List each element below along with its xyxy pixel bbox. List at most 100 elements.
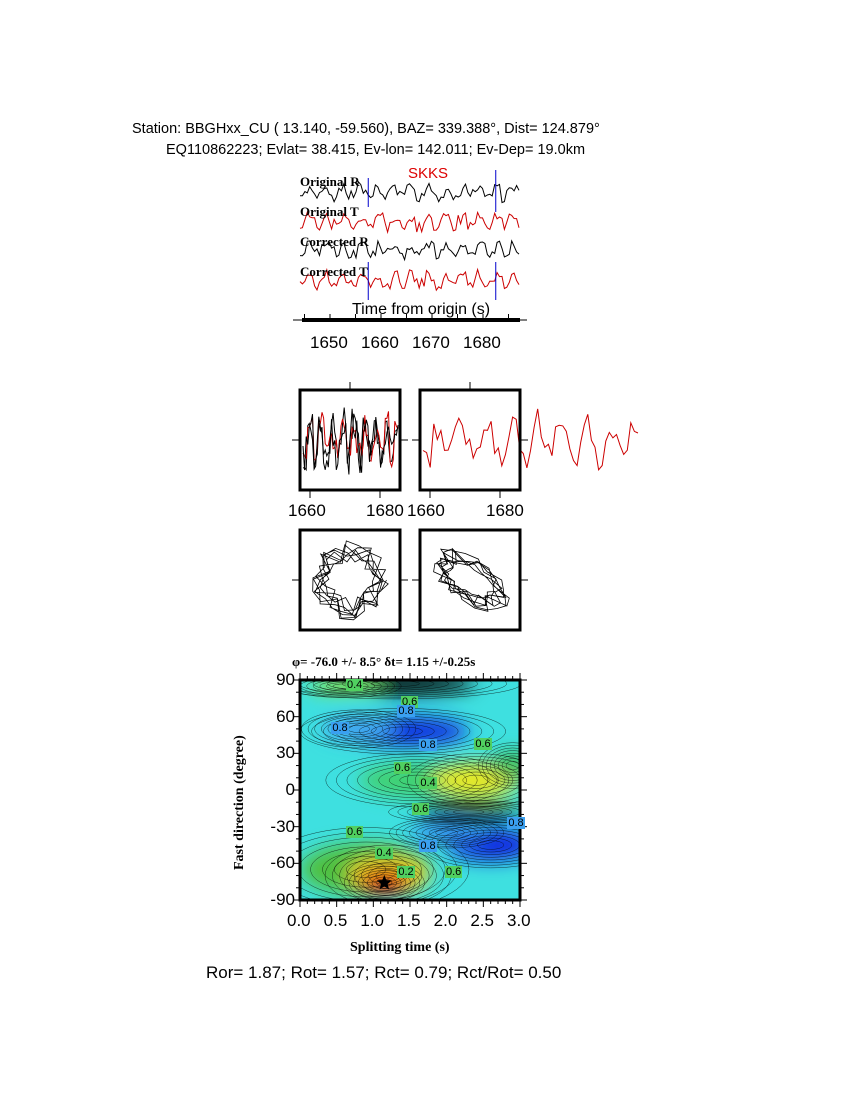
trace-xtick: 1670 <box>412 333 450 352</box>
contour-label: 0.8 <box>397 704 415 717</box>
x-tick-label: 0.5 <box>323 911 348 930</box>
particle-motion-curve <box>312 540 389 621</box>
contour-label: 0.4 <box>346 679 364 692</box>
trace-xtick: 1660 <box>361 333 399 352</box>
contour-label: 0.4 <box>419 776 437 789</box>
y-tick-label: 60 <box>276 706 295 726</box>
contour-line <box>462 774 490 786</box>
contour-line <box>482 745 520 787</box>
contour-label: 0.6 <box>346 825 364 838</box>
seismic-trace <box>299 180 520 204</box>
contour-line <box>300 680 493 696</box>
event-info: EQ110862223; Evlat= 38.415, Ev-lon= 142.… <box>166 142 586 158</box>
contour-line <box>312 680 376 693</box>
contour-line <box>314 713 403 744</box>
contour-line <box>357 762 478 798</box>
contour-line <box>378 768 457 792</box>
particle-motion-panel <box>412 528 528 632</box>
contour-label: 0.6 <box>445 866 463 879</box>
contour-line <box>307 711 410 747</box>
x-tick-label: 1.5 <box>397 911 421 930</box>
contour-line <box>493 752 520 779</box>
phase-label: SKKS <box>408 165 449 182</box>
y-tick-label: -30 <box>270 816 295 836</box>
right-panel-xtick: 1680 <box>486 501 524 520</box>
contour-line <box>407 753 520 808</box>
contour-line <box>362 872 407 894</box>
contour-line <box>353 858 423 893</box>
y-axis-label: Fast direction (degree) <box>232 735 247 870</box>
contour-label: 0.8 <box>419 739 437 751</box>
contour-line <box>388 771 446 789</box>
contour-line <box>477 840 505 850</box>
contour-label: 0.4 <box>375 846 393 859</box>
contour-line <box>382 726 423 736</box>
contour-line <box>389 817 505 849</box>
contour-line <box>300 680 402 698</box>
contour-line <box>346 759 488 802</box>
contour-label: 0.8 <box>331 721 349 734</box>
contour-line <box>443 808 494 816</box>
contour-label: 0.6 <box>393 762 411 775</box>
right-panel-xtick: 1660 <box>407 501 445 520</box>
trace-panel <box>293 170 527 322</box>
contour-line <box>422 826 472 840</box>
contour-line <box>415 756 520 805</box>
contour-line <box>409 822 485 844</box>
contour-label: 0.6 <box>412 802 430 815</box>
trace-xtick: 1650 <box>310 333 348 352</box>
x-tick-label: 2.0 <box>433 911 458 930</box>
contour-line <box>370 724 435 739</box>
particle-motion-curve <box>433 547 510 612</box>
contour-label: 0.8 <box>419 840 437 853</box>
contour-line <box>445 829 520 861</box>
contour-line <box>300 841 434 898</box>
contour-line <box>435 829 458 836</box>
slow-component-trace <box>422 408 639 471</box>
left-panel-xtick: 1660 <box>288 501 326 520</box>
contour-line <box>341 680 449 691</box>
waveform-panels <box>292 382 639 632</box>
contour-line <box>486 747 520 784</box>
y-tick-label: -60 <box>270 853 295 873</box>
seismic-trace <box>299 267 520 292</box>
contour-line <box>454 771 498 789</box>
x-tick-label: 3.0 <box>507 911 531 930</box>
contour-line <box>321 716 397 742</box>
seismic-trace <box>299 239 520 262</box>
best-fit-star-icon <box>376 874 392 890</box>
trace-xlabel: Time from origin (s) <box>352 301 491 318</box>
trace-label-original-r: Original R <box>300 174 360 189</box>
contour-line <box>312 680 478 694</box>
contour-label: 0.6 <box>474 737 492 750</box>
contour-line <box>402 820 491 845</box>
contour-line <box>434 806 503 818</box>
x-tick-label: 1.0 <box>360 911 384 930</box>
contour-label: 0.2 <box>397 866 415 879</box>
contour-line <box>397 801 520 823</box>
contour-line <box>306 680 382 694</box>
contour-line <box>300 680 520 700</box>
y-tick-label: 0 <box>285 780 295 799</box>
trace-label-original-t: Original T <box>300 204 359 219</box>
contour-line <box>453 809 485 815</box>
contour-line <box>438 765 514 795</box>
waveform-overlay-panel <box>302 382 639 498</box>
contour-line <box>353 867 416 898</box>
station-info: Station: BBGHxx_CU ( 13.140, -59.560), B… <box>132 121 600 137</box>
contour-line <box>300 680 507 698</box>
contour-line <box>344 863 425 900</box>
fast-component-trace <box>302 408 399 474</box>
grid-title: φ= -76.0 +/- 8.5° δt= 1.15 +/-0.25s <box>292 654 476 669</box>
contour-label: 0.8 <box>507 817 525 830</box>
contour-line <box>478 742 520 789</box>
contour-line <box>367 765 467 795</box>
contour-line <box>300 680 395 697</box>
y-tick-label: 30 <box>276 743 295 763</box>
left-panel-xtick: 1680 <box>366 501 404 520</box>
contour-line <box>446 768 506 792</box>
contour-line <box>300 680 389 696</box>
energy-region <box>410 823 484 843</box>
